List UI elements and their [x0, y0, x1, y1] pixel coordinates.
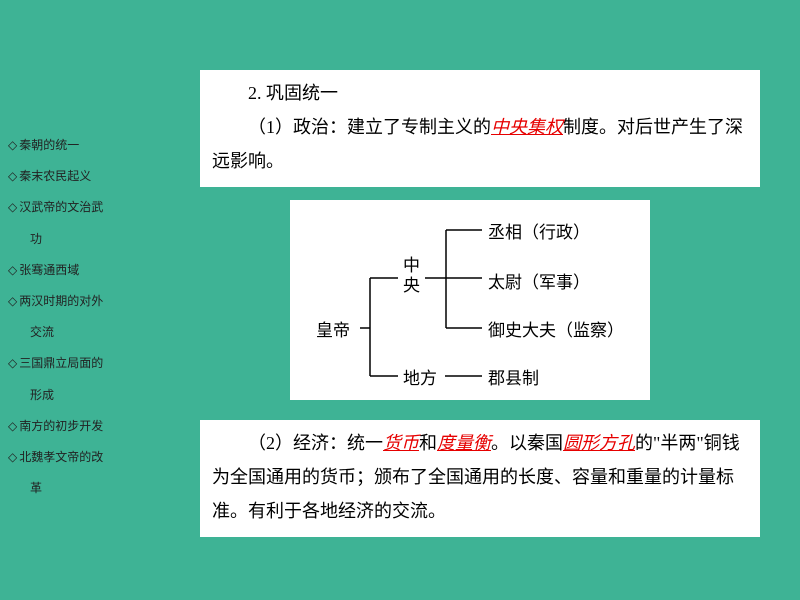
diagram-local-system: 郡县制 [488, 364, 539, 389]
sidebar-item-label: 北魏孝文帝的改 [19, 450, 103, 464]
sidebar-item-label: 交流 [30, 325, 54, 339]
highlight-text: 货币 [383, 433, 419, 453]
content-panel-top: 2. 巩固统一 （1）政治：建立了专制主义的中央集权制度。对后世产生了深远影响。 [200, 70, 760, 187]
sidebar-item[interactable]: ◇汉武帝的文治武 [0, 192, 150, 223]
sidebar-item[interactable]: ◇秦末农民起义 [0, 161, 150, 192]
diamond-icon: ◇ [8, 169, 17, 183]
sidebar-item[interactable]: ◇三国鼎立局面的 [0, 348, 150, 379]
text: 。以秦国 [491, 433, 563, 453]
sidebar-item-label: 南方的初步开发 [19, 419, 103, 433]
sidebar-item-cont: 革 [0, 473, 150, 504]
diagram-emperor: 皇帝 [316, 316, 350, 341]
section-heading: 2. 巩固统一 [212, 76, 748, 110]
sidebar-item-label: 形成 [30, 388, 54, 402]
sidebar-item-label: 汉武帝的文治武 [19, 200, 103, 214]
diamond-icon: ◇ [8, 419, 17, 433]
diagram-official-3: 御史大夫（监察） [488, 316, 624, 341]
highlight-text: 中央集权 [491, 117, 563, 137]
sidebar-item-label: 三国鼎立局面的 [19, 356, 103, 370]
diagram-official-2: 太尉（军事） [488, 268, 590, 293]
sidebar-item[interactable]: ◇秦朝的统一 [0, 130, 150, 161]
sidebar-item[interactable]: ◇北魏孝文帝的改 [0, 442, 150, 473]
paragraph-1: （1）政治：建立了专制主义的中央集权制度。对后世产生了深远影响。 [212, 110, 748, 178]
hierarchy-diagram: 皇帝 中央 地方 丞相（行政） 太尉（军事） 御史大夫（监察） 郡县制 [290, 200, 650, 400]
diamond-icon: ◇ [8, 356, 17, 370]
diamond-icon: ◇ [8, 450, 17, 464]
sidebar-nav: ◇秦朝的统一 ◇秦末农民起义 ◇汉武帝的文治武 功 ◇张骞通西域 ◇两汉时期的对… [0, 130, 150, 504]
text: （1）政治：建立了专制主义的 [248, 117, 491, 137]
paragraph-2: （2）经济：统一货币和度量衡。以秦国圆形方孔的"半两"铜钱为全国通用的货币；颁布… [212, 426, 748, 529]
sidebar-item-label: 功 [30, 232, 42, 246]
sidebar-item[interactable]: ◇两汉时期的对外 [0, 286, 150, 317]
sidebar-item-cont: 交流 [0, 317, 150, 348]
highlight-text: 圆形方孔 [563, 433, 635, 453]
sidebar-item-label: 革 [30, 481, 42, 495]
diagram-lines [290, 200, 650, 400]
diamond-icon: ◇ [8, 200, 17, 214]
sidebar-item-cont: 功 [0, 224, 150, 255]
sidebar-item-label: 两汉时期的对外 [19, 294, 103, 308]
text: （2）经济：统一 [248, 433, 383, 453]
diamond-icon: ◇ [8, 138, 17, 152]
sidebar-item[interactable]: ◇张骞通西域 [0, 255, 150, 286]
sidebar-item-label: 张骞通西域 [19, 263, 79, 277]
sidebar-item[interactable]: ◇南方的初步开发 [0, 411, 150, 442]
diagram-central: 中央 [403, 256, 420, 295]
content-panel-bottom: （2）经济：统一货币和度量衡。以秦国圆形方孔的"半两"铜钱为全国通用的货币；颁布… [200, 420, 760, 537]
sidebar-item-label: 秦朝的统一 [19, 138, 79, 152]
diamond-icon: ◇ [8, 294, 17, 308]
sidebar-item-label: 秦末农民起义 [19, 169, 91, 183]
diagram-official-1: 丞相（行政） [488, 218, 590, 243]
highlight-text: 度量衡 [437, 433, 491, 453]
diamond-icon: ◇ [8, 263, 17, 277]
sidebar-item-cont: 形成 [0, 380, 150, 411]
text: 和 [419, 433, 437, 453]
diagram-local: 地方 [403, 364, 437, 389]
